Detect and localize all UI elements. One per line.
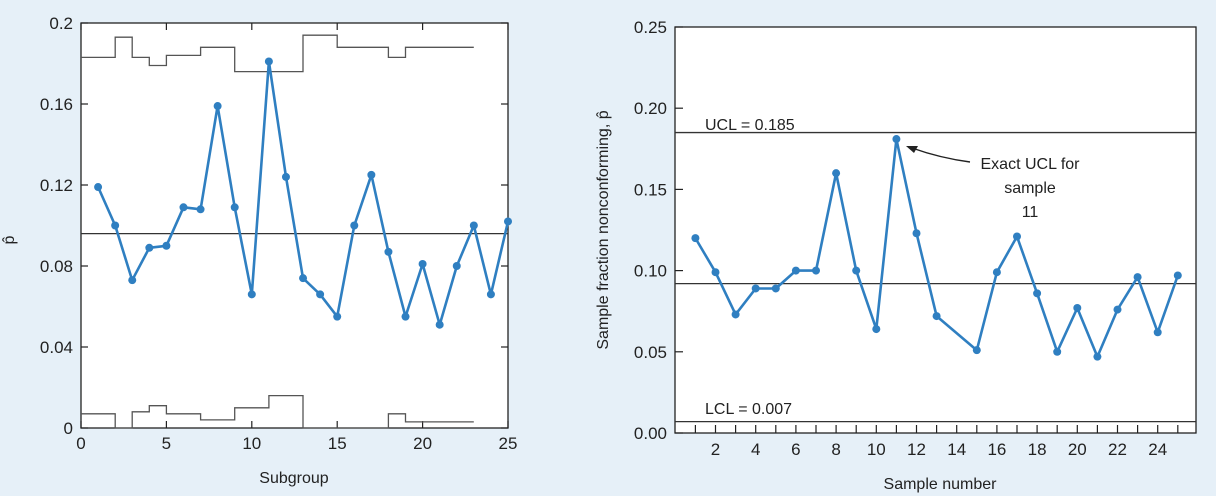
right-data-point	[1013, 232, 1021, 241]
right-ytick-label: 0.00	[634, 424, 667, 443]
lcl-label: LCL = 0.007	[705, 401, 792, 418]
right-ytick-label: 0.25	[634, 18, 667, 37]
right-data-point	[1173, 271, 1182, 280]
left-data-point	[264, 57, 273, 66]
right-xtick-label: 16	[987, 440, 1006, 459]
left-data-point	[179, 203, 188, 212]
left-data-point	[196, 205, 205, 214]
right-data-point	[731, 310, 740, 319]
left-data-point	[111, 221, 120, 230]
left-data-point	[418, 259, 427, 268]
right-xtick-label: 18	[1028, 440, 1047, 459]
left-data-point	[94, 183, 103, 192]
left-ytick-label: 0.04	[40, 338, 73, 357]
right-xtick-label: 6	[791, 440, 800, 459]
right-ytick-label: 0.15	[634, 180, 667, 199]
right-data-point	[1033, 289, 1042, 298]
right-data-point	[791, 266, 800, 275]
right-data-point	[992, 268, 1001, 277]
left-data-point	[299, 274, 308, 283]
left-xtick-label: 25	[499, 434, 518, 453]
left-data-point	[504, 217, 512, 226]
left-data-point	[162, 241, 171, 250]
left-data-point	[401, 312, 410, 321]
right-data-point	[872, 325, 881, 334]
left-ytick-label: 0.2	[49, 14, 73, 33]
right-data-point	[1133, 273, 1142, 282]
right-data-point	[1153, 328, 1162, 337]
exact-ucl-annotation-line2: sample	[1004, 180, 1056, 197]
right-data-point	[691, 234, 700, 243]
left-xtick-label: 5	[162, 434, 171, 453]
left-ytick-label: 0.12	[40, 176, 73, 195]
right-xtick-label: 12	[907, 440, 926, 459]
right-data-point	[771, 284, 780, 293]
right-xtick-label: 4	[751, 440, 760, 459]
left-ucl-step	[81, 34, 474, 73]
right-data-point	[892, 135, 901, 144]
left-ytick-label: 0.16	[40, 95, 73, 114]
right-data-point	[812, 266, 820, 275]
exact-ucl-annotation-line1: Exact UCL for	[981, 156, 1081, 173]
left-data-point	[230, 203, 239, 212]
right-data-point	[932, 312, 941, 321]
right-ytick-label: 0.20	[634, 99, 667, 118]
left-data-point	[469, 221, 478, 230]
ucl-label: UCL = 0.185	[705, 117, 795, 134]
left-ytick-label: 0	[64, 419, 73, 438]
left-data-point	[384, 247, 393, 256]
left-lcl-step	[81, 394, 474, 429]
right-data-point	[1073, 303, 1082, 312]
left-data-point	[145, 243, 154, 252]
right-chart: Sample fraction nonconforming, p̂ Sample…	[595, 26, 1197, 493]
left-data-point	[128, 276, 137, 285]
left-data-point	[333, 312, 342, 321]
left-data-point	[281, 172, 290, 181]
right-xtick-label: 10	[867, 440, 886, 459]
left-data-point	[452, 262, 461, 270]
left-data-point	[213, 102, 222, 111]
right-xlabel: Sample number	[884, 476, 998, 493]
left-ytick-label: 0.08	[40, 257, 73, 276]
exact-ucl-annotation-line3: 11	[1022, 204, 1039, 221]
right-data-point	[832, 169, 841, 178]
left-xtick-label: 20	[413, 434, 432, 453]
right-ytick-label: 0.10	[634, 262, 667, 281]
left-xtick-label: 15	[328, 434, 347, 453]
right-ylabel: Sample fraction nonconforming, p̂	[595, 110, 612, 349]
right-data-point	[711, 268, 720, 277]
left-xtick-label: 10	[242, 434, 261, 453]
left-data-point	[435, 320, 444, 329]
right-data-point	[751, 284, 760, 293]
right-data-point	[1093, 352, 1102, 361]
left-data-point	[367, 170, 376, 179]
annotation-arrow	[911, 147, 971, 163]
annotation-arrowhead	[906, 146, 918, 153]
right-data-point	[912, 229, 921, 238]
right-xtick-label: 20	[1068, 440, 1087, 459]
left-data-point	[247, 290, 256, 299]
left-data-point	[486, 290, 495, 299]
right-xtick-label: 8	[831, 440, 840, 459]
right-ytick-label: 0.05	[634, 343, 667, 362]
right-xtick-label: 24	[1148, 440, 1167, 459]
right-xtick-label: 22	[1108, 440, 1127, 459]
right-data-point	[972, 346, 981, 355]
right-xtick-label: 2	[711, 440, 720, 459]
left-xtick-label: 0	[76, 434, 85, 453]
left-data-point	[350, 221, 359, 230]
right-xtick-label: 14	[947, 440, 966, 459]
left-data-point	[316, 290, 325, 299]
left-xlabel: Subgroup	[259, 470, 328, 487]
left-ylabel: p̂	[1, 235, 18, 244]
right-data-point	[1113, 305, 1122, 314]
right-plot-area	[674, 26, 1197, 434]
right-data-point	[1053, 347, 1062, 356]
right-data-point	[852, 266, 861, 275]
